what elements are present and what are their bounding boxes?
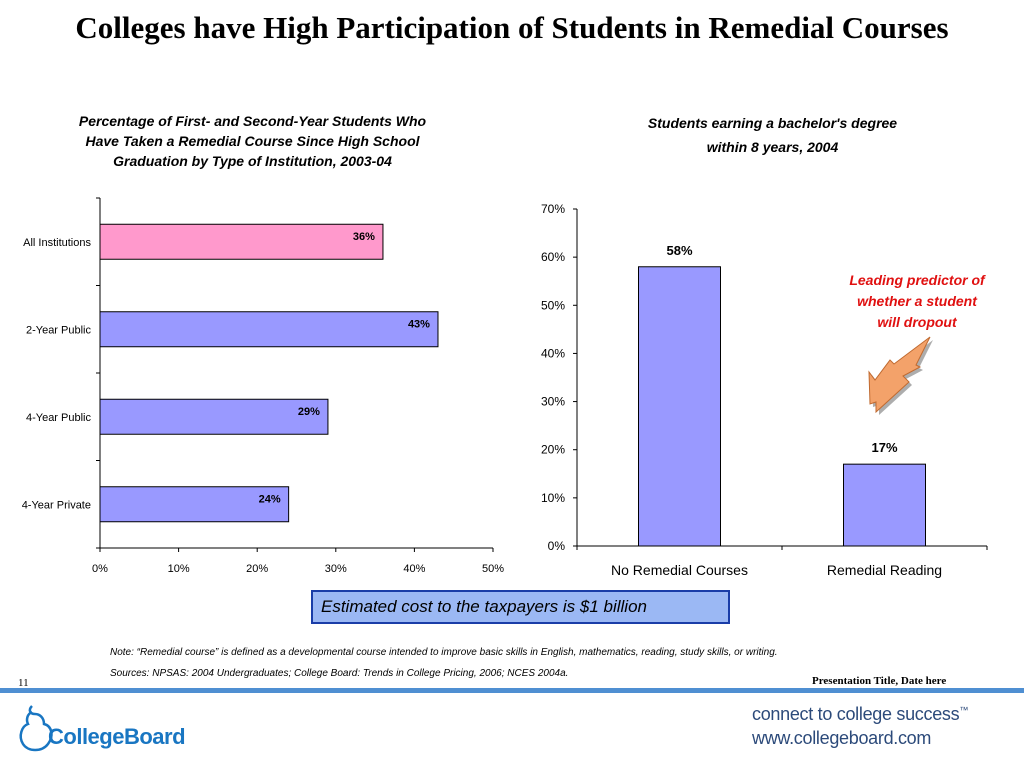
left-chart-title-line: Graduation by Type of Institution, 2003-… [113, 153, 392, 169]
bar [843, 463, 926, 547]
callout-text-line: Leading predictor of [849, 272, 986, 288]
bar [99, 223, 384, 260]
x-tick-label: 50% [482, 563, 504, 575]
slide-title: Colleges have High Participation of Stud… [75, 10, 949, 45]
bar [638, 266, 721, 547]
y-tick-label: 40% [541, 346, 565, 360]
footer-rule [0, 688, 1024, 693]
slide-number: 11 [18, 677, 29, 689]
left-chart-title-line: Percentage of First- and Second-Year Stu… [78, 113, 427, 129]
category-label: 4-Year Public [26, 412, 92, 424]
x-tick-label: 30% [325, 563, 347, 575]
y-tick-label: 30% [541, 395, 565, 409]
category-label: All Institutions [23, 237, 91, 249]
category-label: 4-Year Private [22, 499, 91, 511]
tagline-text: connect to college success [752, 704, 960, 724]
data-label: 24% [259, 493, 281, 505]
data-label: 29% [298, 406, 320, 418]
x-tick-label: 40% [403, 563, 425, 575]
callout-text-line: whether a student [857, 293, 978, 309]
down-left-arrow-icon [868, 336, 933, 415]
category-label: 2-Year Public [26, 324, 92, 336]
y-tick-label: 0% [548, 539, 566, 553]
logo-text: CollegeBoard [48, 724, 186, 749]
right-chart-title-line: within 8 years, 2004 [706, 139, 839, 155]
left-chart-title-line: Have Taken a Remedial Course Since High … [85, 133, 420, 149]
tagline: connect to college success™ [752, 704, 968, 725]
x-tick-label: 20% [246, 563, 268, 575]
data-label: 36% [353, 231, 375, 243]
collegeboard-logo: CollegeBoard [18, 702, 218, 762]
x-tick-label: 10% [168, 563, 190, 575]
cost-estimate-box: Estimated cost to the taxpayers is $1 bi… [311, 590, 730, 624]
data-label: 58% [666, 243, 692, 258]
left-chart-title: Percentage of First- and Second-Year Stu… [25, 111, 480, 171]
right-chart-title: Students earning a bachelor's degree wit… [565, 111, 980, 159]
y-tick-label: 60% [541, 250, 565, 264]
right-chart-title-line: Students earning a bachelor's degree [647, 115, 898, 131]
definition-note: Note: “Remedial course” is defined as a … [110, 647, 778, 658]
y-tick-label: 50% [541, 298, 565, 312]
bar [99, 398, 329, 435]
acorn-outline-icon [19, 705, 53, 752]
bar [99, 311, 439, 348]
website-url: www.collegeboard.com [752, 728, 932, 748]
data-label: 43% [408, 318, 430, 330]
callout-text-line: will dropout [877, 314, 958, 330]
y-tick-label: 10% [541, 491, 565, 505]
data-label: 17% [871, 440, 897, 455]
trademark-mark: ™ [959, 705, 969, 715]
category-label: Remedial Reading [827, 562, 942, 578]
y-tick-label: 20% [541, 443, 565, 457]
category-label: No Remedial Courses [611, 562, 748, 578]
bar [99, 486, 290, 523]
y-tick-label: 70% [541, 202, 565, 216]
sources-note: Sources: NPSAS: 2004 Undergraduates; Col… [110, 668, 569, 679]
x-tick-label: 0% [92, 563, 108, 575]
presentation-title: Presentation Title, Date here [812, 675, 947, 687]
